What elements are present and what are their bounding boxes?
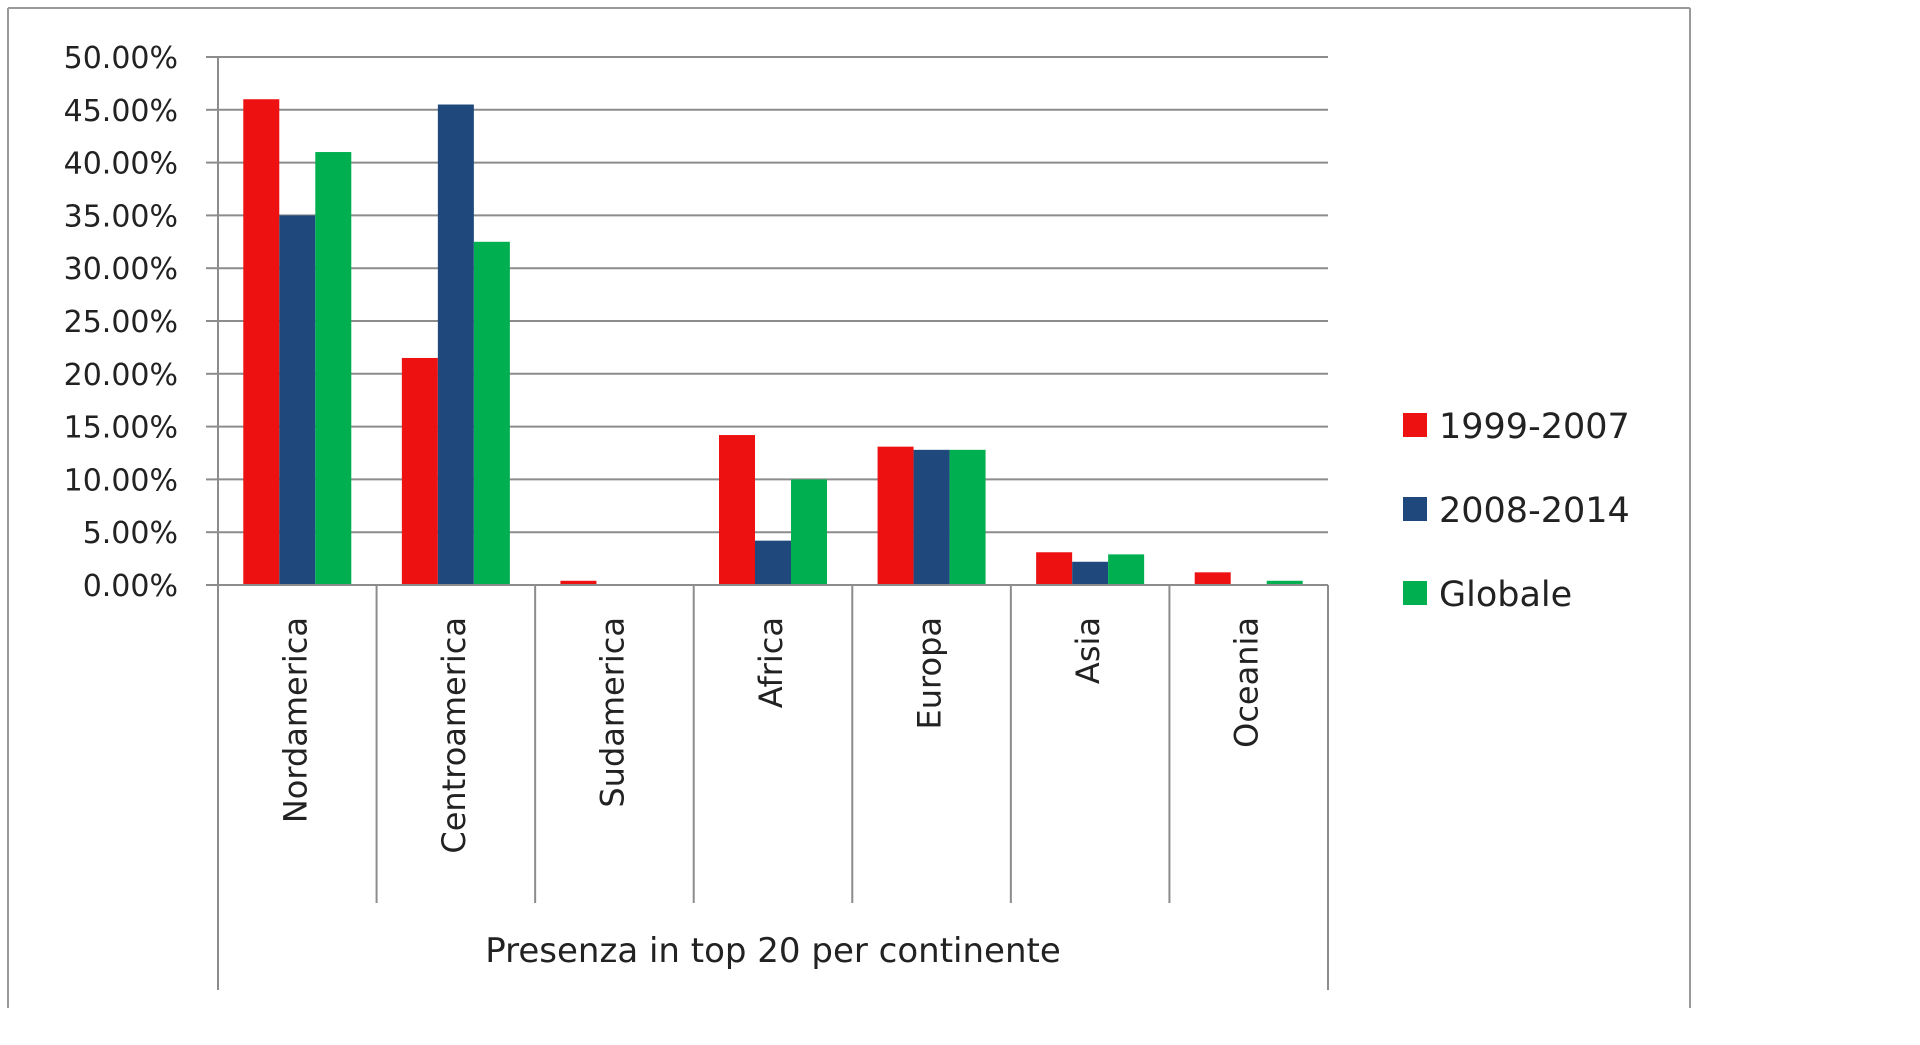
legend-swatch-1999-2007	[1403, 413, 1427, 437]
y-tick-label: 40.00%	[64, 147, 178, 182]
bar-1999-2007-Africa	[719, 435, 755, 585]
bar-1999-2007-Centroamerica	[401, 357, 438, 585]
bar-1999-2007-Asia	[1036, 552, 1073, 585]
y-tick-label: 5.00%	[83, 516, 178, 551]
bar-1999-2007-Sudamerica	[560, 580, 597, 585]
legend-swatch-2008-2014	[1403, 497, 1427, 521]
x-tick-label-oceania: Oceania	[1228, 617, 1266, 748]
y-tick-label: 50.00%	[64, 41, 178, 76]
bar-Globale-Africa	[791, 479, 827, 585]
y-tick-label: 25.00%	[64, 305, 178, 340]
x-tick-label-europa: Europa	[911, 617, 949, 729]
x-tick-label-asia: Asia	[1069, 617, 1107, 684]
y-tick-label: 15.00%	[64, 411, 178, 446]
x-tick-label-sudamerica: Sudamerica	[593, 617, 631, 808]
legend-label-2008-2014: 2008-2014	[1439, 491, 1630, 531]
bar-2008-2014-Africa	[755, 540, 791, 585]
y-tick-label: 30.00%	[64, 252, 178, 287]
x-tick-label-centroamerica: Centroamerica	[435, 617, 473, 854]
bar-Globale-Nordamerica	[315, 152, 352, 586]
bar-2008-2014-Europa	[913, 449, 950, 585]
bar-Globale-Centroamerica	[473, 241, 510, 586]
x-tick-label-africa: Africa	[752, 617, 790, 708]
bar-2008-2014-Nordamerica	[279, 215, 316, 585]
bar-1999-2007-Nordamerica	[243, 99, 280, 586]
y-tick-label: 20.00%	[64, 358, 178, 393]
y-tick-label: 10.00%	[64, 463, 178, 498]
legend-swatch-Globale	[1403, 581, 1427, 605]
legend-label-1999-2007: 1999-2007	[1439, 407, 1630, 447]
category-group-label: Presenza in top 20 per continente	[485, 931, 1061, 971]
bar-1999-2007-Oceania	[1194, 572, 1231, 585]
bar-2008-2014-Asia	[1072, 561, 1109, 585]
y-tick-label: 45.00%	[64, 94, 178, 129]
x-tick-label-nordamerica: Nordamerica	[276, 617, 314, 823]
bar-Globale-Asia	[1108, 554, 1145, 585]
bar-2008-2014-Centroamerica	[437, 104, 474, 586]
bar-Globale-Europa	[949, 449, 986, 585]
y-tick-label: 35.00%	[64, 199, 178, 234]
bar-1999-2007-Europa	[877, 446, 914, 585]
bar-Globale-Oceania	[1266, 580, 1303, 585]
legend-label-Globale: Globale	[1439, 575, 1572, 615]
y-tick-label: 0.00%	[83, 569, 178, 604]
